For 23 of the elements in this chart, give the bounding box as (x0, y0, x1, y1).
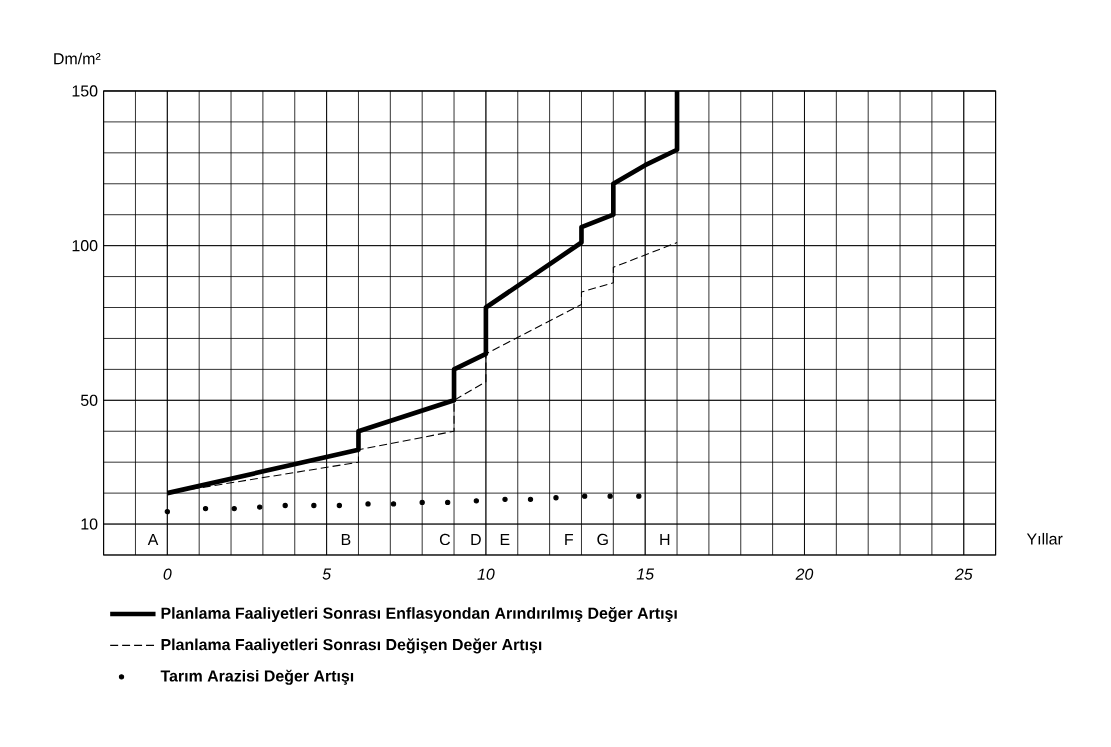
annotation: F (565, 534, 574, 545)
legend-label: Planlama Faaliyetleri Sonrası Enflasyondan Arındırılmış Değer Artışı (161, 606, 677, 623)
y-tick-label: 10 (81, 518, 98, 530)
annotation: A (147, 534, 159, 545)
x-axis-title: Yıllar (1026, 532, 1063, 545)
legend-label: Planlama Faaliyetleri Sonrası Değişen Değer Artışı (161, 638, 542, 654)
annotation: H (660, 534, 670, 545)
annotation: C (439, 533, 451, 546)
y-tick-label: 50 (80, 394, 98, 406)
annotation: E (500, 534, 510, 545)
x-tick-label: 15 (636, 568, 655, 580)
y-axis-title: Dm/m² (54, 52, 101, 65)
y-tick-label: 100 (72, 240, 98, 252)
legend-label: Tarım Arazisi Değer Artışı (160, 669, 354, 685)
annotation: B (341, 534, 351, 545)
annotation: D (471, 534, 481, 545)
x-tick-label: 0 (163, 568, 172, 580)
annotation: G (597, 533, 608, 546)
x-tick-label: 5 (322, 568, 332, 580)
x-tick-label: 10 (477, 568, 495, 580)
y-tick-label: 150 (72, 85, 98, 97)
x-tick-label: 25 (954, 568, 973, 580)
x-tick-label: 20 (795, 568, 814, 580)
